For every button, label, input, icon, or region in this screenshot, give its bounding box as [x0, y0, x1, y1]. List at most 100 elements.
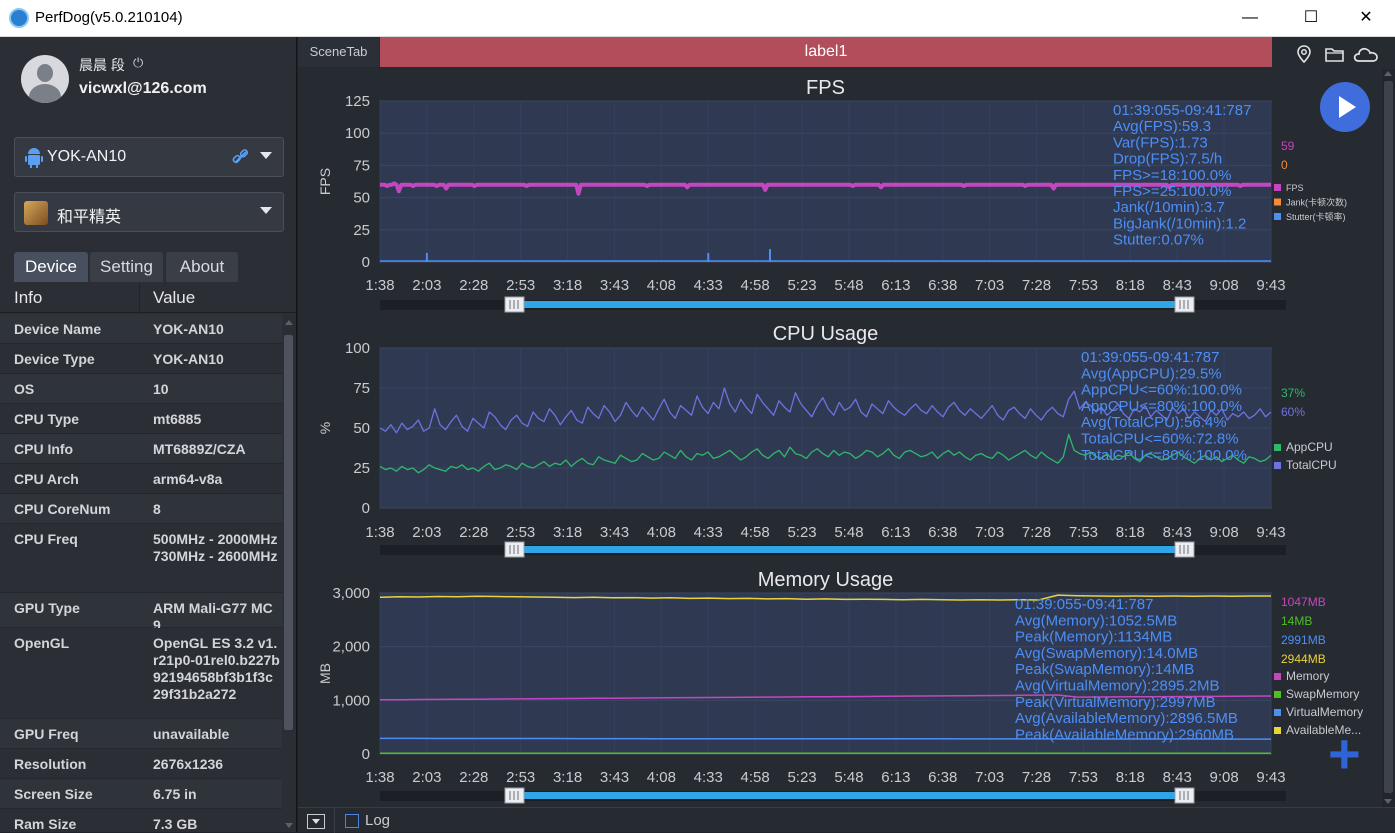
user-name: 晨晨 段	[79, 57, 125, 73]
legend-label: Stutter(卡顿率)	[1286, 211, 1346, 222]
x-tick-label: 4:33	[694, 769, 723, 786]
x-tick-label: 5:48	[834, 277, 863, 294]
info-key: OS	[14, 381, 35, 397]
y-tick-label: 50	[353, 190, 370, 207]
folder-icon[interactable]	[1325, 47, 1344, 62]
info-key: CPU Type	[14, 411, 80, 427]
tab-about[interactable]: About	[166, 252, 238, 282]
x-tick-label: 1:38	[365, 277, 394, 294]
y-tick-label: 0	[362, 254, 370, 271]
x-tick-label: 3:43	[600, 277, 629, 294]
stats-line: TotalCPU<=60%:72.8%	[1081, 431, 1239, 448]
main-scrollbar-thumb[interactable]	[1384, 81, 1393, 793]
legend-label: Jank(卡顿次数)	[1286, 197, 1347, 208]
legend-swatch	[1274, 709, 1281, 716]
x-tick-label: 2:53	[506, 524, 535, 541]
legend-label: AvailableMe...	[1286, 723, 1361, 737]
bottom-divider	[334, 808, 335, 833]
stats-line: 01:39:055-09:41:787	[1015, 596, 1153, 613]
log-checkbox[interactable]	[345, 814, 359, 828]
x-tick-label: 5:23	[787, 277, 816, 294]
current-value: 1047MB	[1281, 595, 1326, 609]
scroll-up-icon[interactable]	[1384, 71, 1392, 76]
legend-swatch	[1274, 727, 1281, 734]
info-column-header: Info	[14, 288, 43, 307]
legend-label: AppCPU	[1286, 440, 1333, 454]
table-row: Screen Size 6.75 in	[0, 779, 282, 809]
x-tick-label: 3:18	[553, 769, 582, 786]
x-tick-label: 7:53	[1069, 277, 1098, 294]
series-line-availablememory	[379, 594, 1271, 601]
sidebar-scrollbar[interactable]	[283, 317, 294, 832]
stats-line: Peak(VirtualMemory):2997MB	[1015, 694, 1216, 711]
legend-swatch	[1274, 691, 1281, 698]
close-button[interactable]: ✕	[1359, 9, 1373, 26]
android-icon	[25, 148, 43, 168]
y-tick-label: 100	[345, 125, 370, 142]
series-line-appcpu	[379, 433, 1272, 474]
scene-tab[interactable]: SceneTab	[298, 37, 379, 67]
maximize-button[interactable]: ☐	[1303, 9, 1319, 26]
y-axis-label: %	[317, 422, 333, 434]
info-value: YOK-AN10	[153, 321, 224, 337]
scroll-up-icon[interactable]	[285, 320, 293, 325]
location-icon[interactable]	[1296, 45, 1312, 63]
collapse-toggle-button[interactable]	[307, 814, 325, 829]
main-panel: SceneTab label1 FPS 125 100 75 50 25 0 1:38 2:03…	[298, 37, 1395, 833]
minimize-button[interactable]: —	[1242, 9, 1258, 26]
add-icon[interactable]: +	[1328, 722, 1361, 785]
current-value: 37%	[1281, 386, 1305, 400]
stats-line: Avg(FPS):59.3	[1113, 118, 1211, 135]
x-tick-label: 2:03	[412, 524, 441, 541]
bottom-bar: Log	[298, 807, 1395, 833]
cloud-icon[interactable]	[1353, 46, 1379, 63]
tab-device[interactable]: Device	[14, 252, 88, 282]
info-key: Resolution	[14, 756, 87, 772]
x-tick-label: 9:43	[1256, 524, 1285, 541]
legend-label: SwapMemory	[1286, 687, 1359, 701]
value-column-header: Value	[153, 288, 196, 307]
avatar[interactable]	[21, 55, 69, 103]
sidebar-scrollbar-thumb[interactable]	[284, 335, 293, 730]
tab-setting[interactable]: Setting	[90, 252, 163, 282]
range-slider-fill	[522, 792, 1182, 799]
y-tick-label: 50	[353, 420, 370, 437]
x-tick-label: 7:53	[1069, 769, 1098, 786]
power-icon[interactable]: ⏻	[133, 55, 144, 70]
stats-line: Avg(SwapMemory):14.0MB	[1015, 645, 1198, 662]
link-icon[interactable]	[232, 148, 250, 166]
x-tick-label: 2:28	[459, 277, 488, 294]
scene-label-bar[interactable]: label1	[380, 37, 1272, 67]
window-title: PerfDog(v5.0.210104)	[35, 9, 183, 26]
app-select[interactable]: 和平精英	[14, 192, 284, 232]
y-tick-label: 25	[353, 460, 370, 477]
info-value: 500MHz - 2000MHz 730MHz - 2600MHz	[153, 531, 278, 564]
y-tick-label: 3,000	[332, 585, 370, 602]
device-select[interactable]: YOK-AN10	[14, 137, 284, 177]
stats-line: FPS>=18:100.0%	[1113, 167, 1231, 184]
x-tick-label: 9:08	[1210, 769, 1239, 786]
legend-label: Memory	[1286, 669, 1329, 683]
app-game-icon	[24, 201, 48, 225]
x-tick-label: 4:33	[694, 277, 723, 294]
scroll-down-icon[interactable]	[285, 823, 293, 828]
x-tick-label: 3:43	[600, 769, 629, 786]
play-button[interactable]	[1320, 82, 1370, 132]
plot-area	[379, 100, 1272, 263]
x-tick-label: 7:53	[1069, 524, 1098, 541]
app-select-value: 和平精英	[57, 209, 122, 226]
info-key: GPU Type	[14, 600, 80, 616]
x-tick-label: 4:08	[647, 277, 676, 294]
stats-line: Peak(Memory):1134MB	[1015, 629, 1172, 646]
info-value: 7.3 GB	[153, 816, 198, 832]
range-slider-fill	[522, 301, 1182, 308]
scroll-down-icon[interactable]	[1384, 799, 1392, 804]
current-value: 59	[1281, 139, 1295, 153]
sidebar: 晨晨 段 ⏻ vicwxl@126.com YOK-AN10 和平精英 Devi…	[0, 37, 297, 832]
info-table-header: Info Value	[0, 283, 296, 313]
table-row: OS 10	[0, 374, 282, 404]
info-value: MT6889Z/CZA	[153, 441, 246, 457]
main-scrollbar[interactable]	[1382, 69, 1395, 807]
series-line-totalcpu	[379, 387, 1272, 434]
info-value: 2676x1236	[153, 756, 224, 772]
